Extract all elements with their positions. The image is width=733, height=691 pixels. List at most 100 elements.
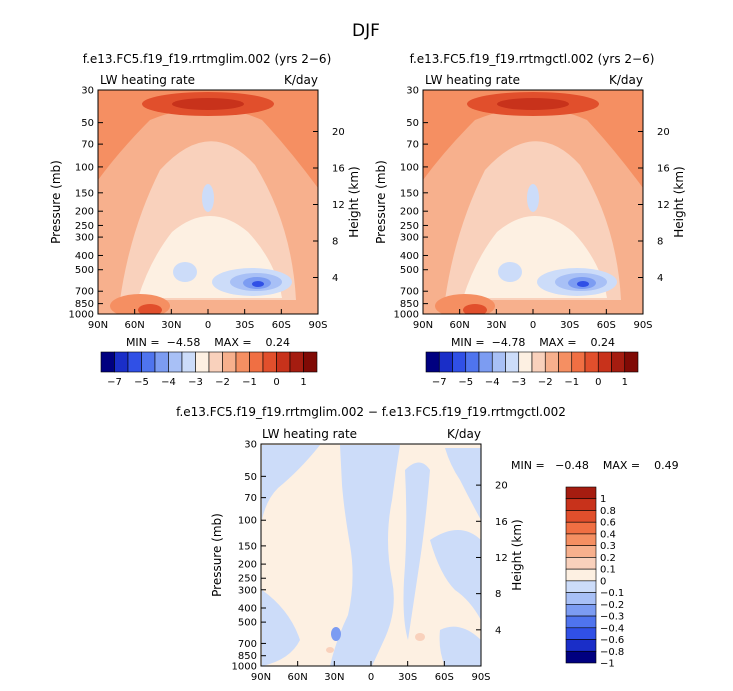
colorbar-diff-label: 0.3	[600, 541, 616, 552]
colorbar-left: −7 −5 −4 −3 −2 −1 0 1	[100, 351, 318, 388]
height-tick-label: 16	[495, 517, 508, 528]
colorbar-diff-swatch	[565, 650, 597, 664]
y-tick-label: 250	[400, 221, 419, 232]
colorbar-diff-label: −0.8	[600, 647, 624, 658]
height-tick-label: 8	[332, 236, 338, 247]
colorbar-swatch	[531, 351, 546, 373]
y-tick-label: 400	[75, 251, 94, 262]
colorbar-diff-label: −0.2	[600, 600, 624, 611]
y-tick-label: 250	[75, 221, 94, 232]
colorbar-swatch	[208, 351, 223, 373]
colorbar-swatch	[100, 351, 115, 373]
diff-blue-topleft	[262, 445, 320, 520]
colorbar-swatch	[127, 351, 142, 373]
y-tick-label: 70	[81, 140, 94, 151]
colorbar-diff-swatch	[565, 545, 597, 558]
y-tick-label: 500	[238, 618, 257, 629]
y-tick-label: 200	[75, 207, 94, 218]
panel-diff-y-title: Pressure (mb)	[210, 513, 224, 597]
diff-blue-topright	[445, 448, 481, 520]
y-tick-label: 150	[75, 188, 94, 199]
colorbar-swatch	[438, 351, 453, 373]
axes-left: 90N 60N 30N 0 30S 60S 90S 30 50 70 100 150 200 250300…	[69, 86, 345, 332]
height-tick-label: 12	[332, 200, 345, 211]
height-tick-label: 20	[657, 127, 670, 138]
panel-left-contours	[98, 90, 318, 314]
y-tick-label: 200	[238, 560, 257, 571]
panel-diff-title: f.e13.FC5.f19_f19.rrtmglim.002 − f.e13.F…	[176, 405, 566, 419]
colorbar-diff-label: 0.2	[600, 553, 616, 564]
x-tick-label: 30N	[486, 320, 506, 331]
height-tick-label: 8	[657, 236, 663, 247]
colorbar-diff-label: 0.8	[600, 506, 616, 517]
y-tick-label: 850	[238, 651, 257, 662]
right-fill-blue-mid	[527, 184, 539, 212]
x-tick-label: 0	[530, 320, 536, 331]
colorbar-diff-swatch	[565, 498, 597, 511]
colorbar-swatch	[276, 351, 291, 373]
y-tick-label: 200	[400, 207, 419, 218]
diff-blue-lowleft	[262, 590, 300, 666]
y-tick-label: 400	[238, 603, 257, 614]
colorbar-diff-swatch	[565, 486, 597, 500]
colorbar-diff-label: 1	[600, 494, 606, 505]
y-tick-label: 70	[244, 493, 257, 504]
colorbar-swatch	[303, 351, 318, 373]
right-fill-upper	[423, 90, 643, 188]
height-tick-label: 4	[657, 273, 663, 284]
colorbar-label: 0	[595, 377, 601, 388]
colorbar-label: −4	[485, 377, 500, 388]
y-tick-label: 30	[81, 86, 94, 97]
colorbar-diff-label: 0.6	[600, 518, 616, 529]
panel-left-field	[98, 90, 318, 314]
colorbar-swatch	[181, 351, 196, 373]
panel-right-field	[423, 90, 643, 314]
height-tick-label: 20	[332, 127, 345, 138]
y-tick-label: 100	[75, 162, 94, 173]
diff-red-spot	[415, 633, 425, 641]
x-tick-label: 90S	[308, 320, 327, 331]
x-tick-label: 90N	[413, 320, 433, 331]
x-tick-label: 90N	[251, 672, 271, 683]
colorbar-swatch	[544, 351, 559, 373]
y-tick-label: 100	[400, 162, 419, 173]
y-tick-label: 850	[400, 299, 419, 310]
colorbar-label: −5	[458, 377, 473, 388]
panel-right-units-label: K/day	[609, 73, 643, 87]
left-fill-upper	[98, 90, 318, 188]
y-tick-label: 30	[406, 86, 419, 97]
panel-left-variable-label: LW heating rate	[100, 73, 195, 87]
colorbar-swatch	[611, 351, 626, 373]
x-tick-label: 60N	[288, 672, 308, 683]
panel-right-contours	[423, 90, 643, 314]
height-tick-label: 12	[495, 553, 508, 564]
panel-diff: f.e13.FC5.f19_f19.rrtmglim.002 − f.e13.F…	[176, 405, 679, 667]
panel-diff-field	[261, 444, 481, 666]
colorbar-swatch	[289, 351, 304, 373]
x-tick-label: 90S	[471, 672, 490, 683]
colorbar-swatch	[425, 351, 440, 373]
colorbar-swatch	[478, 351, 493, 373]
colorbar-label: −3	[511, 377, 526, 388]
colorbar-swatch	[452, 351, 467, 373]
colorbar-diff-swatch	[565, 592, 597, 605]
colorbar-swatch	[222, 351, 237, 373]
y-tick-label: 850	[75, 299, 94, 310]
right-fill-blue-low4	[577, 281, 589, 287]
x-tick-label: 30N	[324, 672, 344, 683]
panel-diff-units-label: K/day	[447, 427, 481, 441]
colorbar-diff-label: −0.4	[600, 623, 624, 634]
y-tick-label: 100	[238, 516, 257, 527]
colorbar-swatch	[465, 351, 480, 373]
colorbar-swatch	[505, 351, 520, 373]
right-fill-tropopause-core	[497, 98, 569, 110]
colorbar-diff-label: 0.1	[600, 565, 616, 576]
colorbar-label: 1	[622, 377, 628, 388]
x-tick-label: 30S	[560, 320, 579, 331]
y-tick-label: 1000	[232, 662, 257, 673]
panel-left-stats: MIN = −4.58 MAX = 0.24	[126, 336, 290, 349]
colorbar-swatch	[141, 351, 156, 373]
y-tick-label: 700	[400, 287, 419, 298]
colorbar-right: −7 −5 −4 −3 −2 −1 0 1	[425, 351, 639, 388]
colorbar-swatch	[571, 351, 586, 373]
